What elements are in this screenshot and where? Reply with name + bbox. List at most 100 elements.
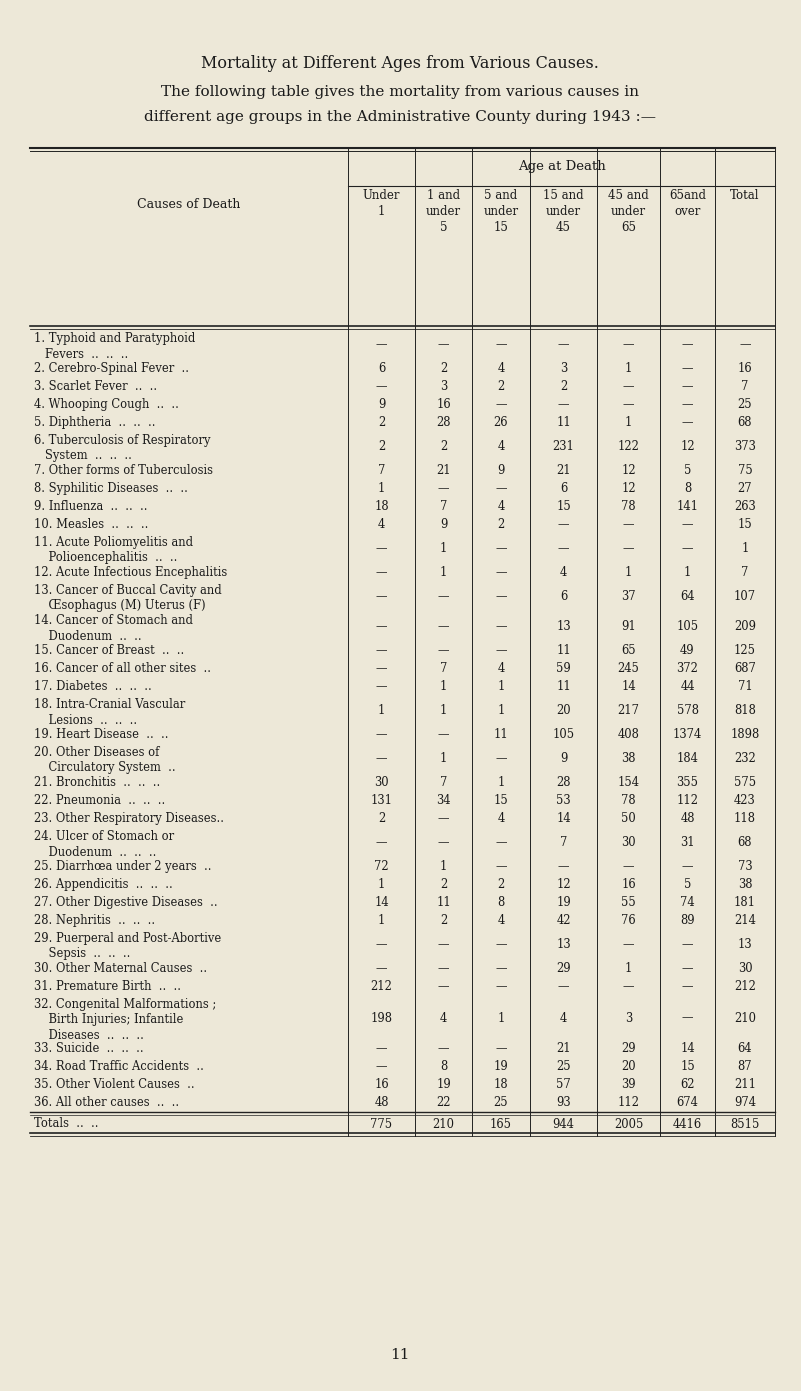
Text: —: —	[376, 591, 387, 604]
Text: 107: 107	[734, 591, 756, 604]
Text: 210: 210	[734, 1011, 756, 1025]
Text: 4: 4	[497, 501, 505, 513]
Text: 15 and
under
45: 15 and under 45	[543, 189, 584, 234]
Text: 210: 210	[433, 1117, 454, 1131]
Text: 16: 16	[437, 398, 451, 412]
Text: 245: 245	[618, 662, 639, 676]
Text: —: —	[495, 566, 507, 580]
Text: 29: 29	[622, 1042, 636, 1056]
Text: The following table gives the mortality from various causes in: The following table gives the mortality …	[161, 85, 639, 99]
Text: 1: 1	[440, 753, 447, 765]
Text: 1: 1	[440, 680, 447, 694]
Text: 12: 12	[556, 879, 571, 892]
Text: 154: 154	[618, 776, 639, 790]
Text: 24. Ulcer of Stomach or
    Duodenum  ..  ..  ..: 24. Ulcer of Stomach or Duodenum .. .. .…	[34, 830, 174, 858]
Text: 34: 34	[437, 794, 451, 808]
Text: —: —	[495, 644, 507, 658]
Text: 372: 372	[677, 662, 698, 676]
Text: 11: 11	[556, 416, 571, 430]
Text: 13: 13	[556, 939, 571, 951]
Text: —: —	[495, 939, 507, 951]
Text: —: —	[682, 1011, 693, 1025]
Text: 8: 8	[440, 1060, 447, 1074]
Text: —: —	[438, 644, 449, 658]
Text: —: —	[495, 620, 507, 633]
Text: —: —	[682, 398, 693, 412]
Text: 1: 1	[497, 704, 505, 718]
Text: 6: 6	[560, 483, 567, 495]
Text: 112: 112	[618, 1096, 639, 1110]
Text: 1: 1	[440, 542, 447, 555]
Text: 1: 1	[378, 704, 385, 718]
Text: 15. Cancer of Breast  ..  ..: 15. Cancer of Breast .. ..	[34, 644, 184, 657]
Text: 373: 373	[734, 441, 756, 453]
Text: 19. Heart Disease  ..  ..: 19. Heart Disease .. ..	[34, 727, 168, 741]
Text: —: —	[622, 981, 634, 993]
Text: 10. Measles  ..  ..  ..: 10. Measles .. .. ..	[34, 517, 148, 531]
Text: 13: 13	[738, 939, 752, 951]
Text: 30: 30	[622, 836, 636, 850]
Text: 32. Congenital Malformations ;
    Birth Injuries; Infantile
    Diseases  ..  .: 32. Congenital Malformations ; Birth Inj…	[34, 997, 216, 1042]
Text: 13. Cancer of Buccal Cavity and
    Œsophagus (M) Uterus (F): 13. Cancer of Buccal Cavity and Œsophagu…	[34, 584, 222, 612]
Text: 65: 65	[622, 644, 636, 658]
Text: different age groups in the Administrative County during 1943 :—: different age groups in the Administrati…	[144, 110, 656, 124]
Text: —: —	[495, 338, 507, 352]
Text: 9: 9	[497, 465, 505, 477]
Text: —: —	[438, 963, 449, 975]
Text: 1: 1	[684, 566, 691, 580]
Text: 16: 16	[738, 363, 752, 376]
Text: 11. Acute Poliomyelitis and
    Polioencephalitis  ..  ..: 11. Acute Poliomyelitis and Polioencepha…	[34, 536, 193, 565]
Text: 5: 5	[684, 465, 691, 477]
Text: 78: 78	[622, 794, 636, 808]
Text: —: —	[438, 729, 449, 741]
Text: 1: 1	[497, 680, 505, 694]
Text: Under
1: Under 1	[363, 189, 400, 218]
Text: 21: 21	[556, 465, 571, 477]
Text: 2: 2	[497, 381, 505, 394]
Text: 28. Nephritis  ..  ..  ..: 28. Nephritis .. .. ..	[34, 914, 155, 926]
Text: 7. Other forms of Tuberculosis: 7. Other forms of Tuberculosis	[34, 465, 213, 477]
Text: 214: 214	[734, 914, 756, 928]
Text: —: —	[438, 939, 449, 951]
Text: Total: Total	[731, 189, 760, 202]
Text: 4: 4	[560, 566, 567, 580]
Text: —: —	[622, 381, 634, 394]
Text: 7: 7	[378, 465, 385, 477]
Text: —: —	[739, 338, 751, 352]
Text: 34. Road Traffic Accidents  ..: 34. Road Traffic Accidents ..	[34, 1060, 204, 1072]
Text: 2. Cerebro-Spinal Fever  ..: 2. Cerebro-Spinal Fever ..	[34, 362, 189, 376]
Text: —: —	[438, 620, 449, 633]
Text: 26. Appendicitis  ..  ..  ..: 26. Appendicitis .. .. ..	[34, 878, 173, 892]
Text: 8: 8	[497, 897, 505, 910]
Text: —: —	[682, 519, 693, 531]
Text: 211: 211	[734, 1078, 756, 1092]
Text: —: —	[438, 591, 449, 604]
Text: 33. Suicide  ..  ..  ..: 33. Suicide .. .. ..	[34, 1042, 143, 1054]
Text: 7: 7	[440, 776, 447, 790]
Text: —: —	[622, 398, 634, 412]
Text: 49: 49	[680, 644, 694, 658]
Text: 23. Other Respiratory Diseases..: 23. Other Respiratory Diseases..	[34, 812, 224, 825]
Text: 12: 12	[622, 483, 636, 495]
Text: 16: 16	[622, 879, 636, 892]
Text: —: —	[376, 644, 387, 658]
Text: 78: 78	[622, 501, 636, 513]
Text: 818: 818	[734, 704, 756, 718]
Text: —: —	[495, 483, 507, 495]
Text: 7: 7	[741, 566, 749, 580]
Text: —: —	[376, 680, 387, 694]
Text: 18: 18	[493, 1078, 509, 1092]
Text: 231: 231	[553, 441, 574, 453]
Text: 2: 2	[440, 441, 447, 453]
Text: —: —	[557, 542, 570, 555]
Text: 4: 4	[497, 812, 505, 825]
Text: 575: 575	[734, 776, 756, 790]
Text: 26: 26	[493, 416, 509, 430]
Text: 11: 11	[556, 644, 571, 658]
Text: —: —	[495, 753, 507, 765]
Text: 1 and
under
5: 1 and under 5	[426, 189, 461, 234]
Text: 64: 64	[680, 591, 694, 604]
Text: 14: 14	[556, 812, 571, 825]
Text: 13: 13	[556, 620, 571, 633]
Text: 408: 408	[618, 729, 639, 741]
